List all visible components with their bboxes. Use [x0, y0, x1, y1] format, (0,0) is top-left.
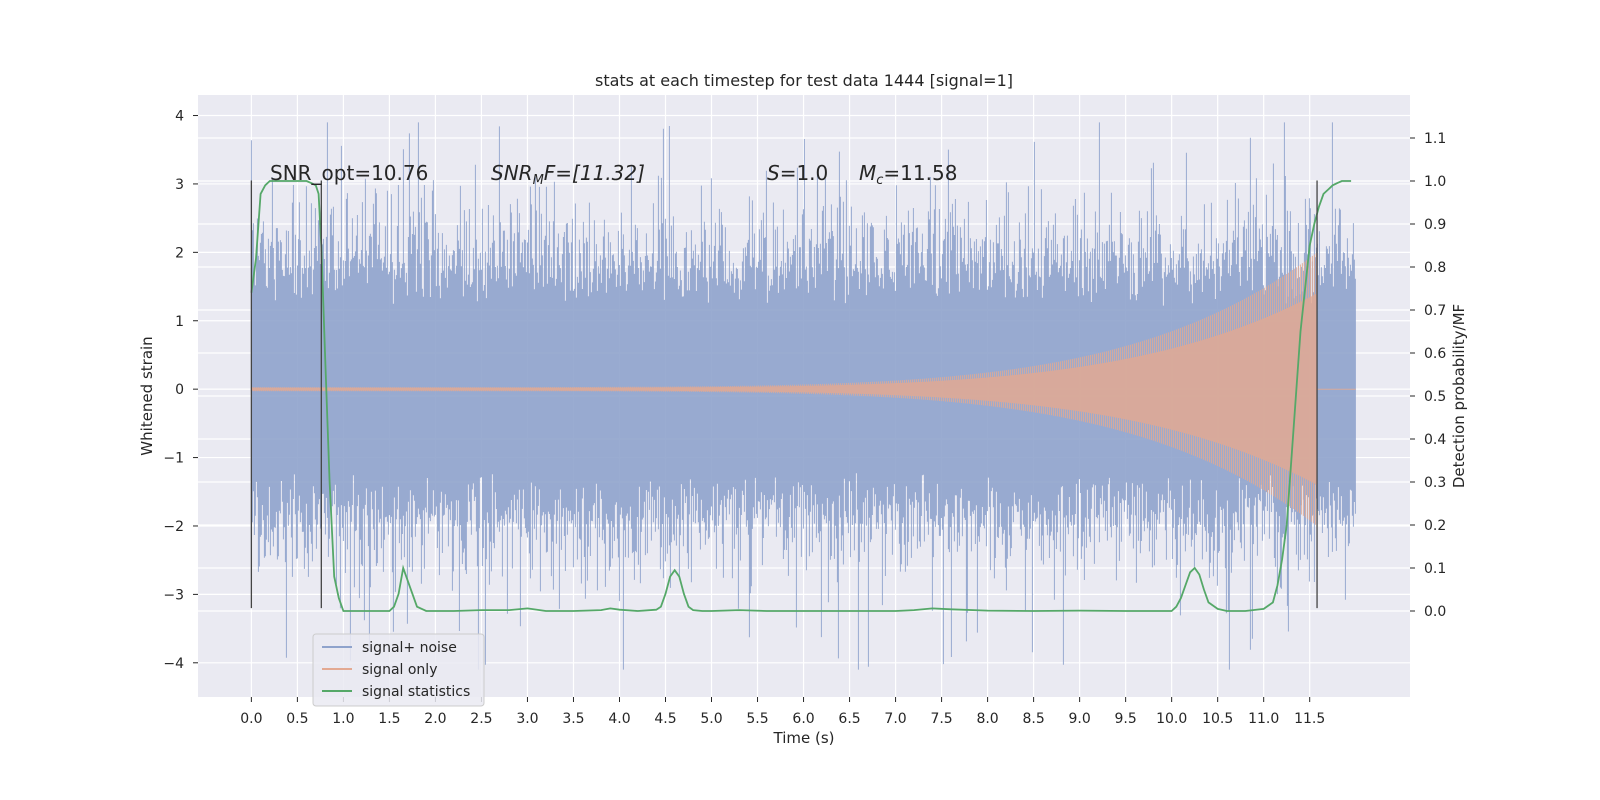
annotation-snr-mf-rest: F=[11.32]: [544, 161, 645, 185]
annotations: SNR_opt=10.76 SNRMF=[11.32] S=1.0 Mc=11.…: [270, 161, 957, 188]
y-right-tick-label-0: 1.1: [1424, 131, 1446, 147]
series-signal-statistics: [250, 180, 1352, 612]
x-tick-label-14: 7.0: [884, 711, 906, 727]
statistic-line: [250, 180, 1352, 612]
y-right-tick-label-11: 0.0: [1424, 604, 1446, 620]
annotation-snr-opt: SNR_opt=10.76: [270, 161, 428, 185]
y-right-tick-label-7: 0.4: [1424, 432, 1446, 448]
annotation-s-rest: =1.0: [780, 161, 829, 185]
annotation-snr-mf-subscript: M: [533, 173, 544, 188]
y-tick-label-5: −1: [163, 451, 184, 467]
x-tick-label-3: 1.5: [378, 711, 400, 727]
x-tick-label-2: 1.0: [332, 711, 354, 727]
x-tick-label-22: 11.0: [1248, 711, 1279, 727]
x-tick-label-16: 8.0: [976, 711, 998, 727]
x-tick-label-18: 9.0: [1068, 711, 1090, 727]
annotation-snr-mf: SNRMF=[11.32]: [491, 161, 645, 188]
annotation-snr-mf-symbol: SNR: [491, 161, 533, 185]
y-right-axis-label: Detection probability/MF: [1450, 304, 1468, 488]
x-tick-label-4: 2.0: [424, 711, 446, 727]
annotation-s: S=1.0: [767, 161, 828, 185]
x-tick-label-10: 5.0: [700, 711, 722, 727]
y-tick-label-6: −2: [163, 519, 184, 535]
x-tick-label-15: 7.5: [930, 711, 952, 727]
x-tick-label-19: 9.5: [1115, 711, 1137, 727]
y-right-tick-label-10: 0.1: [1424, 561, 1446, 577]
annotation-mc-symbol: M: [859, 161, 876, 185]
x-tick-label-11: 5.5: [746, 711, 768, 727]
y-right-tick-label-3: 0.8: [1424, 260, 1446, 276]
x-tick-label-0: 0.0: [240, 711, 262, 727]
x-tick-label-21: 10.5: [1202, 711, 1233, 727]
x-axis-ticks: 0.0 0.5 1.0 1.5 2.0 2.5 3.0 3.5 4.0 4.5 5.0 5.5 6.0 6…: [240, 697, 1325, 727]
y-axis-label: Whitened strain: [138, 336, 156, 455]
annotation-mc: Mc=11.58: [859, 161, 957, 188]
y-tick-label-4: 0: [175, 382, 184, 398]
legend: signal+ noise signal only signal statist…: [312, 633, 485, 707]
x-tick-label-9: 4.5: [654, 711, 676, 727]
y-right-tick-label-2: 0.9: [1424, 217, 1446, 233]
annotation-s-symbol: S: [767, 161, 780, 185]
x-tick-label-17: 8.5: [1022, 711, 1044, 727]
legend-label-signal-statistics: signal statistics: [362, 684, 470, 700]
y-right-tick-label-1: 1.0: [1424, 174, 1446, 190]
x-tick-label-6: 3.0: [516, 711, 538, 727]
y-tick-label-1: 3: [175, 177, 184, 193]
vertical-markers: [250, 180, 1318, 609]
x-axis-label: Time (s): [773, 729, 835, 747]
legend-box: [312, 633, 485, 707]
y-tick-label-8: −4: [163, 656, 184, 672]
legend-label-signal-only: signal only: [362, 662, 437, 678]
y-tick-label-3: 1: [175, 314, 184, 330]
y-right-tick-label-8: 0.3: [1424, 475, 1446, 491]
x-tick-label-23: 11.5: [1294, 711, 1325, 727]
y-right-tick-label-9: 0.2: [1424, 518, 1446, 534]
y-axis-ticks: 4 3 2 1 0 −1 −2 −3 −4: [163, 109, 198, 672]
x-tick-label-12: 6.0: [792, 711, 814, 727]
y-right-axis-ticks: 1.1 1.0 0.9 0.8 0.7 0.6 0.5 0.4 0.3 0.2 0.1 0.0: [1410, 131, 1446, 620]
x-tick-label-5: 2.5: [470, 711, 492, 727]
chart-title: stats at each timestep for test data 144…: [595, 71, 1013, 90]
y-right-tick-label-5: 0.6: [1424, 346, 1446, 362]
x-tick-label-7: 3.5: [562, 711, 584, 727]
annotation-mc-rest: =11.58: [883, 161, 957, 185]
y-right-tick-label-6: 0.5: [1424, 389, 1446, 405]
y-tick-label-0: 4: [175, 109, 184, 125]
y-right-tick-label-4: 0.7: [1424, 303, 1446, 319]
x-tick-label-13: 6.5: [838, 711, 860, 727]
legend-label-signal-plus-noise: signal+ noise: [362, 640, 457, 656]
x-tick-label-8: 4.0: [608, 711, 630, 727]
annotation-mc-subscript: c: [876, 173, 883, 188]
x-tick-label-20: 10.0: [1156, 711, 1187, 727]
y-tick-label-7: −3: [163, 587, 184, 603]
y-tick-label-2: 2: [175, 245, 184, 261]
x-tick-label-1: 0.5: [286, 711, 308, 727]
